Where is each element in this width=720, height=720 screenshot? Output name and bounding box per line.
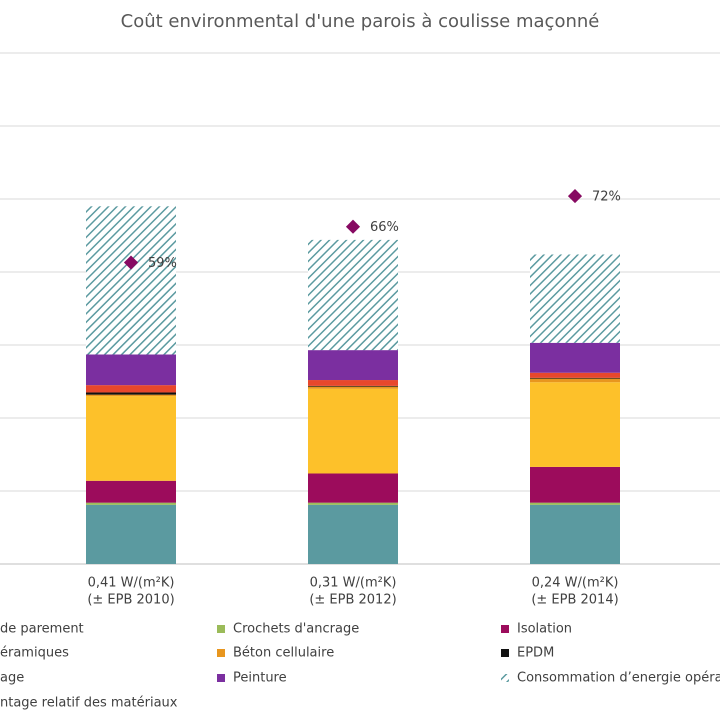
percentage-marker — [567, 189, 583, 204]
legend-label: de parement — [0, 622, 84, 637]
bar-segment — [86, 480, 176, 503]
bar-segment — [530, 342, 620, 373]
percentage-marker — [345, 219, 361, 234]
legend-label: éramiques — [0, 646, 69, 661]
bar-segment — [308, 388, 398, 474]
bar-segment — [530, 254, 620, 343]
bar-segment — [308, 502, 398, 505]
chart-title: Coût environmental d'une parois à coulis… — [121, 11, 600, 32]
bar-segment — [308, 385, 398, 387]
bar-segment — [530, 372, 620, 378]
legend-label: age — [0, 671, 24, 686]
legend-swatch — [217, 625, 225, 633]
legend-label: EPDM — [517, 646, 554, 661]
bar-segment — [308, 239, 398, 351]
bar-segment — [308, 350, 398, 381]
x-tick-label: (± EPB 2012) — [309, 593, 396, 608]
bar-segment — [530, 502, 620, 505]
bar-segment — [530, 377, 620, 379]
legend-label: Consommation d’energie opéra — [517, 671, 720, 686]
data-label: 72% — [592, 190, 621, 205]
x-tick-label: 0,41 W/(m²K) — [88, 576, 175, 591]
legend-label: Béton cellulaire — [233, 646, 334, 661]
legend-swatch — [217, 649, 225, 657]
data-label: 66% — [370, 220, 399, 235]
bar-segment — [308, 504, 398, 564]
bar-segment — [86, 354, 176, 386]
legend-swatch — [501, 625, 509, 633]
bar-segment — [86, 502, 176, 505]
x-tick-label: 0,24 W/(m²K) — [532, 576, 619, 591]
bar-segment — [530, 382, 620, 467]
bar-segment — [530, 378, 620, 383]
bar-segment — [308, 473, 398, 503]
bar-segment — [530, 466, 620, 503]
bar-segment — [86, 392, 176, 395]
bar-segment — [86, 504, 176, 564]
bar-segment — [86, 396, 176, 481]
bar-segment — [86, 385, 176, 393]
legend-label: Isolation — [517, 622, 572, 637]
bar-segment — [308, 380, 398, 386]
bar-segment — [86, 206, 176, 355]
bar-segment — [86, 394, 176, 397]
legend-label: Crochets d'ancrage — [233, 622, 359, 637]
percentage-marker — [123, 255, 139, 270]
x-tick-label: (± EPB 2010) — [87, 593, 174, 608]
legend-swatch — [501, 649, 509, 657]
legend-label: ntage relatif des matériaux — [0, 696, 178, 711]
x-tick-label: 0,31 W/(m²K) — [310, 576, 397, 591]
data-label: 59% — [148, 256, 177, 271]
legend-label: Peinture — [233, 671, 287, 686]
bar-segment — [530, 504, 620, 564]
legend-swatch — [217, 674, 225, 682]
x-tick-label: (± EPB 2014) — [531, 593, 618, 608]
bar-segment — [308, 386, 398, 389]
legend-swatch — [501, 674, 509, 682]
